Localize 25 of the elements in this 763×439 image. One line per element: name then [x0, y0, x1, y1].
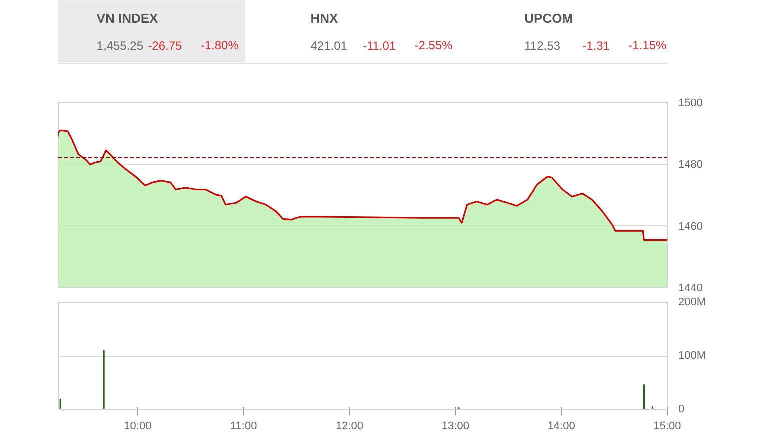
- y-tick-label: 100M: [678, 350, 706, 362]
- text: VN INDEX: [96, 11, 159, 26]
- text: HNX: [310, 11, 338, 26]
- x-tick-label: 10:00: [124, 420, 152, 432]
- x-tick-label: 14:00: [548, 420, 576, 432]
- text: -1.15%: [628, 38, 668, 52]
- text: -1.31: [582, 39, 610, 53]
- text: -2.55%: [414, 38, 454, 52]
- text: 421.01: [310, 39, 348, 53]
- y-tick-label: 1460: [678, 220, 703, 233]
- text: -1.80%: [200, 38, 240, 52]
- y-tick-label: 1440: [678, 282, 703, 294]
- text: UPCOM: [524, 11, 574, 26]
- text: 112.53: [524, 39, 561, 53]
- text: 1,455.25: [96, 39, 144, 53]
- y-tick-label: 0: [678, 404, 685, 416]
- y-tick-label: 1500: [678, 98, 703, 110]
- text: -11.01: [362, 39, 396, 53]
- y-tick-label: 1480: [678, 159, 703, 172]
- x-tick-label: 11:00: [230, 420, 258, 432]
- x-tick-label: 13:00: [442, 420, 470, 432]
- y-tick-label: 200M: [678, 296, 706, 308]
- x-tick-label: 12:00: [336, 420, 364, 432]
- text: -26.75: [148, 39, 183, 53]
- x-tick-label: 15:00: [654, 420, 682, 432]
